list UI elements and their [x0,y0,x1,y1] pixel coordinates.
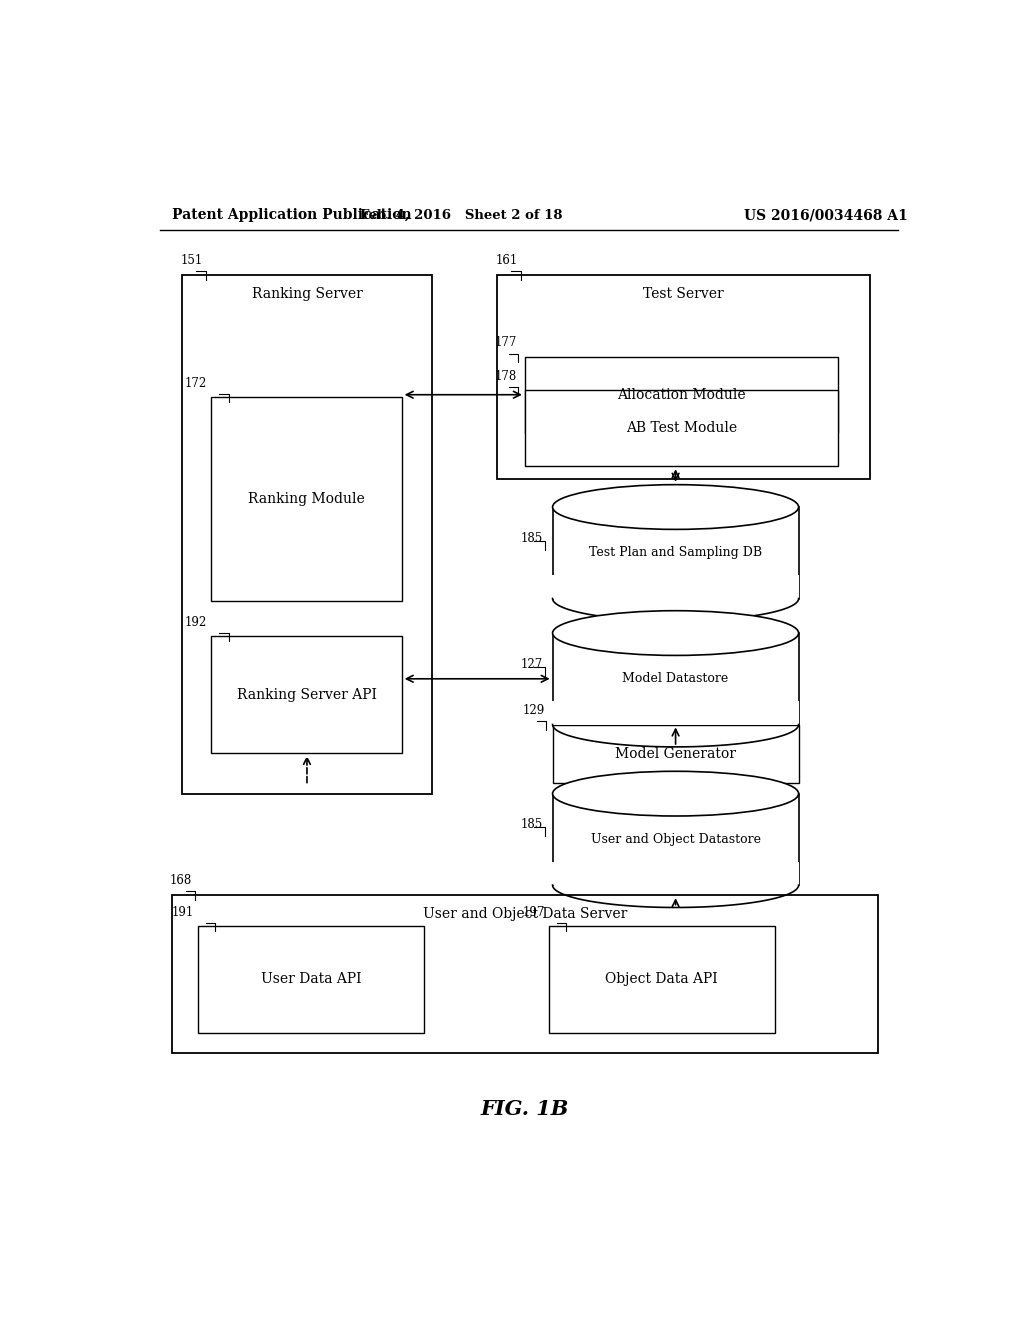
Text: Ranking Server: Ranking Server [252,286,362,301]
Text: 177: 177 [495,337,517,350]
Text: 151: 151 [180,255,203,267]
Bar [198,925,424,1032]
Text: 168: 168 [170,874,193,887]
Text: Object Data API: Object Data API [605,972,718,986]
Text: FIG. 1B: FIG. 1B [480,1098,569,1119]
Bar [553,507,799,598]
Ellipse shape [553,484,799,529]
Bar [172,895,878,1053]
Text: 191: 191 [172,906,194,919]
Text: 127: 127 [521,657,543,671]
Text: 129: 129 [522,705,545,718]
Text: US 2016/0034468 A1: US 2016/0034468 A1 [744,209,908,222]
Text: 192: 192 [185,616,207,630]
Text: 172: 172 [185,378,207,391]
Bar [553,725,799,784]
Bar [552,701,800,725]
Text: Ranking Server API: Ranking Server API [237,688,377,701]
Ellipse shape [553,771,799,816]
Bar [549,925,775,1032]
Text: Patent Application Publication: Patent Application Publication [172,209,412,222]
Bar [553,634,799,725]
Bar [553,634,799,725]
Text: Test Server: Test Server [643,286,724,301]
Text: User Data API: User Data API [261,972,361,986]
Text: Allocation Module: Allocation Module [617,388,745,401]
Bar [553,507,799,598]
Bar [553,793,799,886]
Bar [211,397,401,601]
Text: User and Object Data Server: User and Object Data Server [423,907,627,920]
Text: AB Test Module: AB Test Module [626,421,737,436]
Text: 197: 197 [522,906,545,919]
Bar [524,356,839,433]
Bar [211,636,401,752]
Bar [497,276,870,479]
Text: Model Generator: Model Generator [615,747,736,762]
Text: Model Datastore: Model Datastore [623,672,729,685]
Text: 185: 185 [521,818,543,832]
Bar [552,862,800,886]
Ellipse shape [553,611,799,656]
Text: 161: 161 [496,255,518,267]
Bar [524,391,839,466]
Text: Test Plan and Sampling DB: Test Plan and Sampling DB [589,546,762,560]
Text: 178: 178 [495,370,517,383]
Bar [552,576,800,598]
Text: Feb. 4, 2016   Sheet 2 of 18: Feb. 4, 2016 Sheet 2 of 18 [360,209,562,222]
Bar [553,793,799,886]
Text: User and Object Datastore: User and Object Datastore [591,833,761,846]
Text: Ranking Module: Ranking Module [248,492,365,506]
Text: 185: 185 [521,532,543,545]
Bar [182,276,432,793]
